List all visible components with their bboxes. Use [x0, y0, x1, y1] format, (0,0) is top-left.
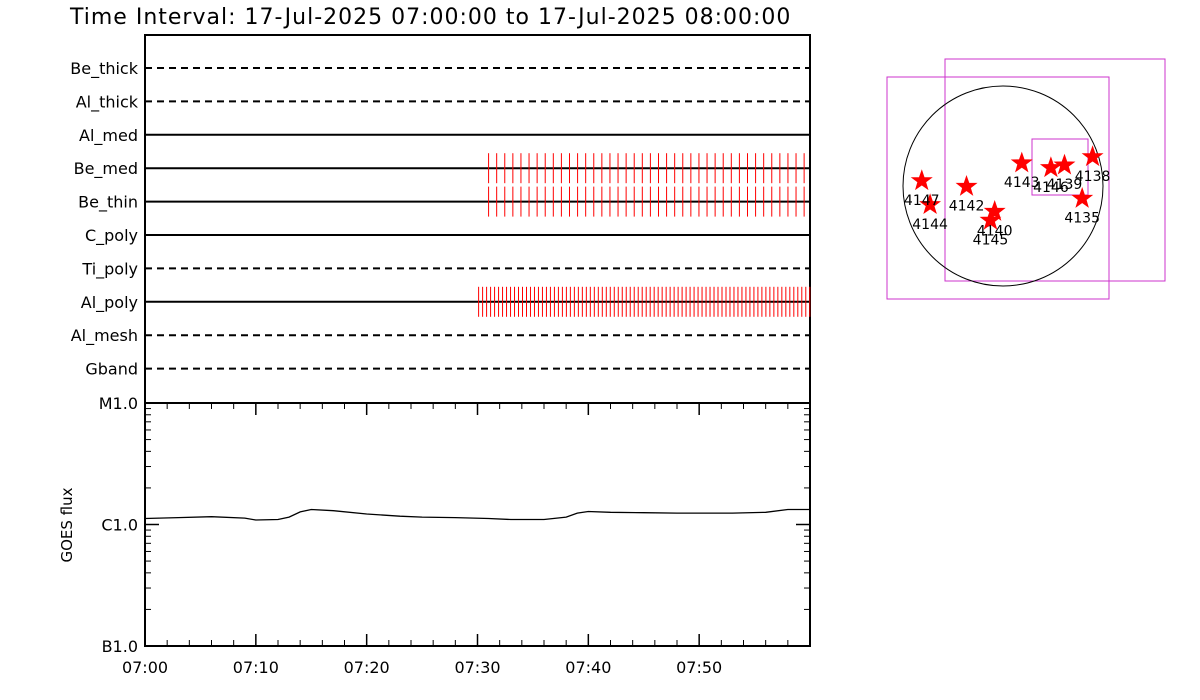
ar-star-marker	[979, 208, 1002, 230]
ar-star-marker	[910, 169, 933, 191]
figure-title: Time Interval: 17-Jul-2025 07:00:00 to 1…	[69, 5, 791, 30]
row-label-al_mesh: Al_mesh	[71, 326, 138, 346]
goes-y-tick-label: B1.0	[102, 637, 138, 656]
goes-frame	[144, 402, 811, 647]
ar-star-marker	[1039, 156, 1062, 178]
row-label-be_med: Be_med	[74, 159, 138, 179]
ar-star-marker	[1081, 145, 1104, 167]
goes-flux-panel: B1.0 C1.0 M1.0 07:00 07:10 07:20 07:30 07:40 07:…	[58, 394, 811, 677]
row-label-al_thick: Al_thick	[76, 92, 139, 112]
solar-limb	[902, 85, 1104, 287]
ar-label: 4135	[1064, 211, 1100, 227]
ar-label: 4144	[912, 217, 948, 233]
timeline-frame	[144, 34, 811, 404]
goes-x-tick-label: 07:10	[233, 658, 279, 677]
row-label-c_poly: C_poly	[85, 226, 138, 246]
goes-y-tick-label: C1.0	[101, 516, 138, 535]
row-label-be_thick: Be_thick	[70, 59, 138, 79]
ar-label: 4139	[1047, 177, 1083, 193]
row-label-gband: Gband	[85, 360, 138, 379]
goes-x-tick-label: 07:00	[122, 658, 168, 677]
fov-box-small	[1031, 138, 1089, 196]
ar-star-marker	[1071, 186, 1094, 208]
filter-rows: Be_thick Al_thick Al_med Be_med Be_thin C_pol…	[70, 59, 811, 379]
goes-flux-line	[144, 508, 810, 521]
filter-timeline-panel: Be_thick Al_thick Al_med Be_med Be_thin C_pol…	[70, 34, 811, 404]
ar-star-marker	[1010, 151, 1033, 173]
ar-label: 4142	[949, 199, 985, 215]
row-label-be_thin: Be_thin	[78, 193, 138, 213]
row-label-ti_poly: Ti_poly	[81, 259, 138, 279]
goes-y-axis-label: GOES flux	[58, 487, 76, 562]
ar-label: 4147	[904, 193, 940, 209]
ar-star-marker	[1053, 153, 1076, 175]
ar-star-marker	[955, 174, 978, 196]
row-label-al_med: Al_med	[79, 126, 138, 146]
goes-x-tick-label: 07:40	[565, 658, 611, 677]
ar-star-marker	[983, 199, 1006, 221]
ar-label: 4138	[1075, 169, 1111, 185]
goes-axes: B1.0 C1.0 M1.0 07:00 07:10 07:20 07:30 07:40 07:…	[99, 394, 811, 677]
goes-x-tick-label: 07:30	[454, 658, 500, 677]
fov-box-large-right	[944, 58, 1166, 282]
goes-x-tick-label: 07:50	[676, 658, 722, 677]
goes-x-tick-label: 07:20	[344, 658, 390, 677]
ar-label: 4143	[1004, 175, 1040, 191]
row-label-al_poly: Al_poly	[81, 293, 138, 313]
ar-label: 4146	[1033, 180, 1069, 196]
ar-star-marker	[919, 193, 942, 215]
fov-box-large-left	[886, 76, 1110, 300]
goes-y-tick-label: M1.0	[99, 394, 138, 413]
ar-label: 4145	[973, 232, 1009, 248]
